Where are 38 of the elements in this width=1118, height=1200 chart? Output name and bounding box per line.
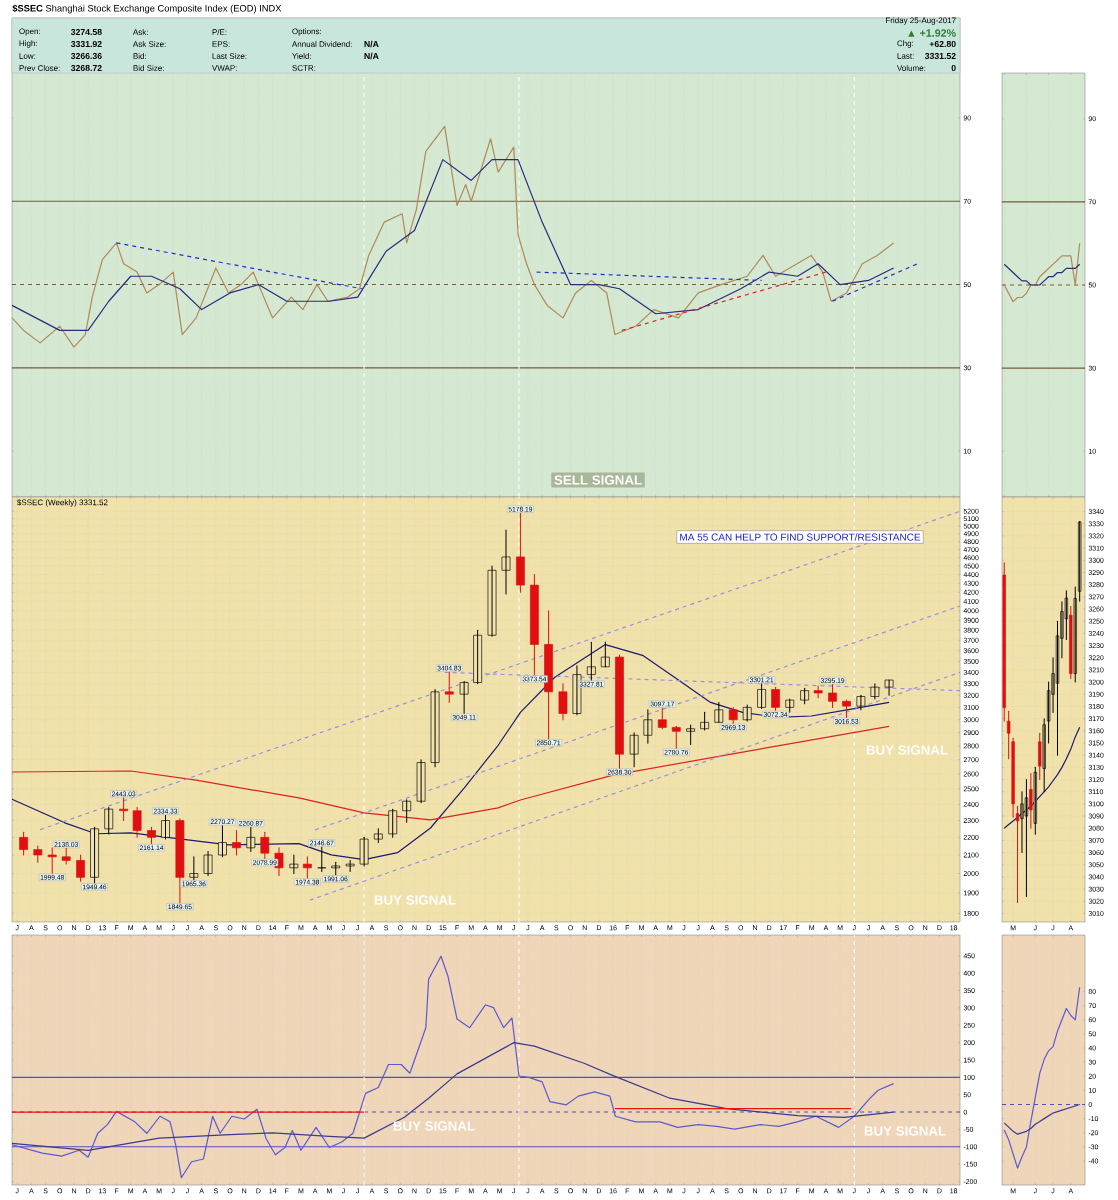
annotation: BUY SIGNAL [864, 1126, 946, 1136]
annotation: High: [19, 40, 37, 48]
annotation: BUY SIGNAL [866, 745, 948, 755]
annotation: $SSEC (Weekly) 3331.52 [17, 499, 108, 507]
annotation: Yield: [292, 53, 311, 59]
annotation: P/E: [212, 29, 227, 35]
annotation: Ask: [132, 29, 148, 35]
annotation: 3268.72 [70, 64, 102, 72]
annotation: Last: [897, 53, 914, 59]
annotation: VWAP: [211, 65, 237, 71]
annotation: 3266.36 [70, 52, 102, 60]
annotation: Options: [292, 28, 321, 36]
annotation: Open: [19, 28, 40, 36]
annotation: N/A [364, 40, 379, 48]
annotation: MA 55 CAN HELP TO FIND SUPPORT/RESISTANCE [680, 533, 921, 541]
annotation: BUY SIGNAL [374, 895, 456, 905]
annotation: SELL SIGNAL [554, 475, 642, 485]
annotation: Bid Size: [133, 65, 164, 71]
annotation: Volume: [896, 65, 926, 71]
annotation: SCTR: [292, 65, 316, 71]
annotation: Last Size: [212, 53, 247, 59]
annotation: Annual Dividend: [291, 41, 352, 47]
chart-title: $SSEC Shanghai Stock Exchange Composite Index (EOD) INDX [12, 4, 282, 14]
annotation: N/A [364, 52, 379, 60]
annotation: ▲ +1.92% [908, 29, 956, 37]
annotation: 0 [951, 64, 956, 72]
annotation: BUY SIGNAL [393, 1121, 475, 1131]
annotation: 3331.52 [924, 52, 956, 60]
annotation: Friday 25-Aug-2017 [886, 17, 956, 25]
annotation: Chg: [897, 40, 914, 48]
annotation: 3274.58 [70, 28, 102, 36]
annotation: Low: [19, 53, 36, 59]
annotation: Bid: [133, 53, 146, 59]
annotation: +62.80 [929, 40, 956, 48]
annotation: EPS: [212, 41, 230, 47]
annotation: 3331.92 [70, 40, 102, 48]
annotation: Ask Size: [132, 41, 166, 47]
annotation: Prev Close: [19, 65, 60, 71]
